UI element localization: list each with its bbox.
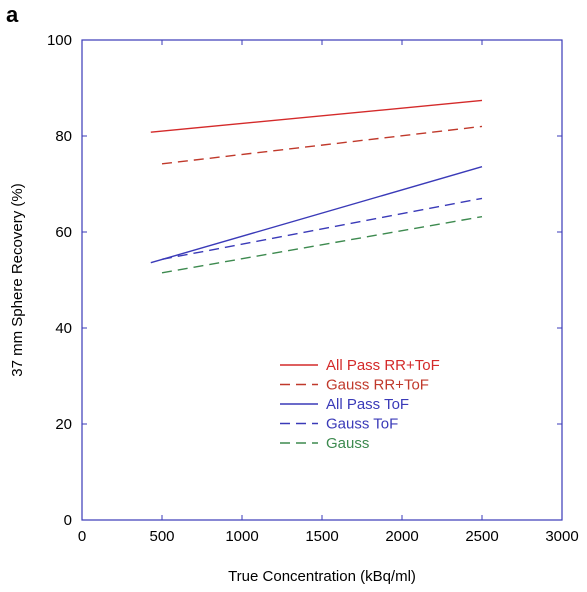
x-tick-label: 0 [78, 528, 86, 545]
series-line-5 [161, 215, 483, 274]
x-tick-label: 500 [149, 528, 174, 545]
plot-frame [81, 39, 563, 521]
legend-label-1: All Pass RR+ToF [326, 357, 440, 374]
y-axis-tick-labels: 0 20 40 60 80 100 [47, 32, 72, 529]
y-tick-label: 60 [55, 224, 72, 241]
series-line-1 [150, 99, 483, 133]
legend-label-4: Gauss ToF [326, 416, 398, 433]
x-tick-label: 2500 [465, 528, 498, 545]
y-tick-label: 100 [47, 32, 72, 49]
y-tick-label: 20 [55, 416, 72, 433]
x-tick-label: 2000 [385, 528, 418, 545]
legend: All Pass RR+ToF Gauss RR+ToF All Pass ToF G… [280, 357, 440, 452]
series-line-4 [161, 197, 483, 261]
y-axis-title: 37 mm Sphere Recovery (%) [9, 183, 26, 376]
y-tick-label: 40 [55, 320, 72, 337]
legend-label-3: All Pass ToF [326, 396, 409, 413]
axis-ticks [81, 39, 563, 521]
x-tick-label: 1000 [225, 528, 258, 545]
legend-label-5: Gauss [326, 435, 369, 452]
y-tick-label: 80 [55, 128, 72, 145]
series-lines [150, 99, 483, 274]
y-tick-label: 0 [64, 512, 72, 529]
panel-label: a [6, 2, 19, 27]
x-axis-title: True Concentration (kBq/ml) [228, 568, 416, 585]
series-line-2 [161, 125, 483, 165]
series-line-3 [150, 166, 483, 264]
legend-label-2: Gauss RR+ToF [326, 377, 429, 394]
x-axis-tick-labels: 0 500 1000 1500 2000 2500 3000 [78, 528, 579, 545]
x-tick-label: 3000 [545, 528, 578, 545]
x-tick-label: 1500 [305, 528, 338, 545]
